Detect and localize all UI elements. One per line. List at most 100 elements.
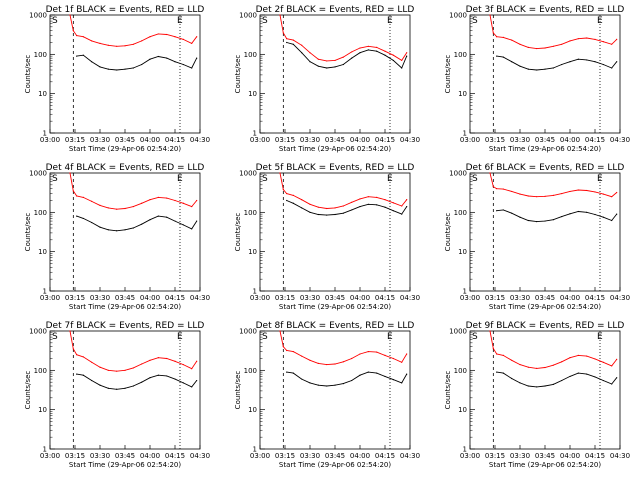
lld-point <box>141 363 143 365</box>
lld-point <box>586 189 588 192</box>
lld-point <box>174 360 176 362</box>
lld-point <box>351 201 353 203</box>
y-axis-title: Counts/sec <box>444 55 452 94</box>
lld-point <box>107 207 109 209</box>
events-point <box>552 383 554 385</box>
lld-point <box>406 52 408 54</box>
events-point <box>99 66 101 68</box>
x-tick-label: 03:15 <box>485 294 505 302</box>
x-tick-label: 04:30 <box>190 136 210 144</box>
y-tick-label: 1 <box>463 446 467 454</box>
events-point <box>552 219 554 221</box>
events-point <box>569 61 571 63</box>
lld-point <box>141 202 143 204</box>
y-tick-label: 100 <box>34 51 47 59</box>
y-axis-title: Counts/sec <box>24 55 32 94</box>
lld-point <box>594 358 596 360</box>
lld-point <box>544 47 546 49</box>
events-point <box>292 43 294 45</box>
x-tick-label: 04:00 <box>560 452 580 460</box>
lld-point <box>536 47 538 50</box>
x-tick-label: 03:30 <box>90 452 110 460</box>
events-point <box>124 68 126 70</box>
series-lld-line <box>69 14 198 47</box>
y-tick-label: 1 <box>43 130 47 138</box>
detector-panel-5: Det 5f BLACK = Events, RED = LLDSE110100… <box>234 163 420 311</box>
events-point <box>401 213 403 215</box>
events-point <box>309 61 311 63</box>
lld-point <box>602 193 604 195</box>
lld-point <box>401 361 403 363</box>
events-point <box>616 61 618 63</box>
lld-point <box>182 363 184 366</box>
lld-point <box>317 362 319 365</box>
lld-point <box>569 40 571 42</box>
x-axis-title: Start Time (29-Apr-06 02:54:20) <box>69 303 181 311</box>
events-point <box>502 209 504 211</box>
x-tick-label: 04:15 <box>165 136 185 144</box>
plot-frame <box>49 330 201 450</box>
x-tick-label: 04:30 <box>610 452 630 460</box>
x-axis-title: Start Time (29-Apr-06 02:54:20) <box>69 145 181 153</box>
y-tick-label: 1000 <box>449 328 467 336</box>
events-point <box>406 205 408 208</box>
events-point <box>384 54 386 56</box>
x-tick-label: 04:30 <box>190 294 210 302</box>
lld-point <box>124 207 126 210</box>
events-point <box>586 373 588 375</box>
lld-point <box>82 196 84 198</box>
lld-point <box>359 353 361 355</box>
events-point <box>309 211 311 213</box>
y-tick-label: 1000 <box>29 12 47 20</box>
events-point <box>326 385 328 387</box>
lld-point <box>569 357 571 359</box>
lld-point <box>561 192 563 195</box>
x-tick-label: 03:45 <box>325 136 345 144</box>
panel-title: Det 9f BLACK = Events, RED = LLD <box>466 321 625 331</box>
start-marker: S <box>52 16 58 26</box>
series-events-line <box>286 371 408 387</box>
lld-point <box>561 43 563 45</box>
events-point <box>384 206 386 208</box>
events-point <box>334 213 336 216</box>
events-point <box>527 385 529 387</box>
events-point <box>519 65 521 67</box>
lld-point <box>191 368 193 370</box>
panel-title: Det 4f BLACK = Events, RED = LLD <box>46 163 205 173</box>
y-tick-label: 10 <box>248 248 257 256</box>
events-point <box>519 382 521 384</box>
events-point <box>536 386 538 388</box>
lld-point <box>492 32 494 34</box>
x-tick-label: 03:45 <box>115 452 135 460</box>
detector-panel-7: Det 7f BLACK = Events, RED = LLDSE110100… <box>24 321 210 469</box>
events-point <box>141 381 143 383</box>
events-point <box>196 379 198 382</box>
events-point <box>502 372 504 374</box>
y-axis-title: Counts/sec <box>24 371 32 410</box>
events-point <box>116 230 118 232</box>
series-events-line <box>496 55 618 71</box>
x-tick-label: 03:00 <box>250 452 270 460</box>
lld-point <box>279 330 281 332</box>
lld-point <box>594 38 596 40</box>
x-tick-label: 03:30 <box>90 294 110 302</box>
x-tick-label: 04:15 <box>375 452 395 460</box>
lld-point <box>292 39 294 41</box>
x-tick-label: 04:30 <box>400 136 420 144</box>
lld-point <box>69 172 71 174</box>
events-point <box>317 65 319 67</box>
plot-frame <box>49 172 201 292</box>
panel-title: Det 3f BLACK = Events, RED = LLD <box>466 5 625 15</box>
lld-point <box>611 365 613 367</box>
events-point <box>384 375 386 378</box>
lld-point <box>489 14 491 16</box>
events-point <box>182 63 184 66</box>
lld-point <box>91 361 93 363</box>
events-point <box>191 228 193 230</box>
events-point <box>149 377 151 379</box>
events-point <box>107 229 109 231</box>
series-lld-line <box>279 14 408 62</box>
panel-title: Det 7f BLACK = Events, RED = LLD <box>46 321 205 331</box>
events-point <box>326 214 328 216</box>
detector-panel-4: Det 4f BLACK = Events, RED = LLDSE110100… <box>24 163 210 311</box>
